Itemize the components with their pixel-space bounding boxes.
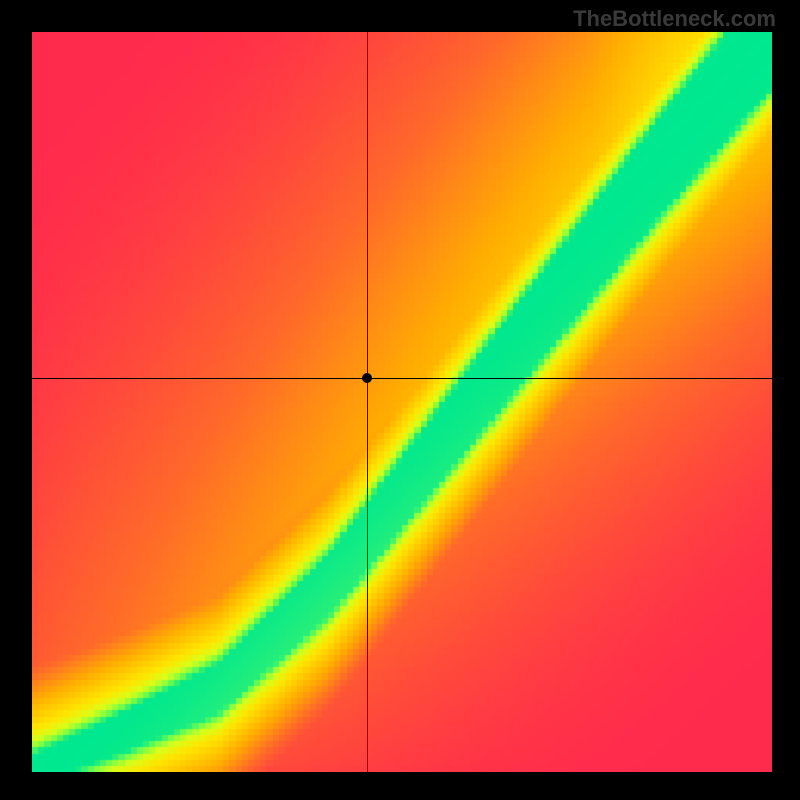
watermark-text: TheBottleneck.com: [573, 6, 776, 32]
crosshair-horizontal: [32, 378, 772, 379]
bottleneck-heatmap: [32, 32, 772, 772]
crosshair-marker: [362, 373, 372, 383]
crosshair-vertical: [367, 32, 368, 772]
